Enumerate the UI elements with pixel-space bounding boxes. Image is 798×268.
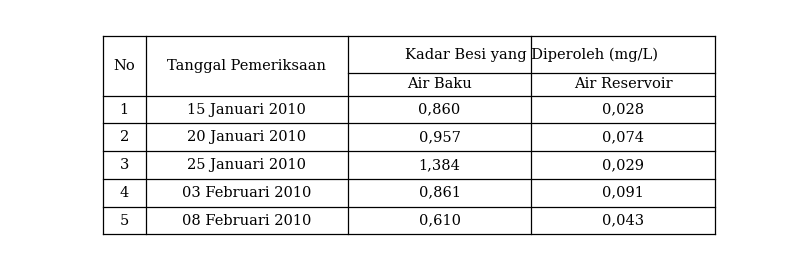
- Text: 15 Januari 2010: 15 Januari 2010: [188, 103, 306, 117]
- Text: Kadar Besi yang Diperoleh (mg/L): Kadar Besi yang Diperoleh (mg/L): [405, 47, 658, 62]
- Text: 03 Februari 2010: 03 Februari 2010: [182, 186, 311, 200]
- Text: 5: 5: [120, 214, 129, 228]
- Text: 1,384: 1,384: [419, 158, 460, 172]
- Text: 08 Februari 2010: 08 Februari 2010: [182, 214, 311, 228]
- Text: 0,091: 0,091: [602, 186, 644, 200]
- Text: 3: 3: [120, 158, 129, 172]
- Text: 0,861: 0,861: [419, 186, 460, 200]
- Text: 4: 4: [120, 186, 129, 200]
- Text: 0,074: 0,074: [602, 130, 644, 144]
- Text: No: No: [113, 59, 135, 73]
- Text: 0,043: 0,043: [602, 214, 644, 228]
- Text: 0,610: 0,610: [419, 214, 460, 228]
- Text: 0,028: 0,028: [602, 103, 644, 117]
- Text: 1: 1: [120, 103, 128, 117]
- Text: 25 Januari 2010: 25 Januari 2010: [188, 158, 306, 172]
- Text: 2: 2: [120, 130, 129, 144]
- Text: Tanggal Pemeriksaan: Tanggal Pemeriksaan: [168, 59, 326, 73]
- Text: Air Reservoir: Air Reservoir: [574, 77, 673, 91]
- Text: 0,957: 0,957: [419, 130, 460, 144]
- Text: Air Baku: Air Baku: [407, 77, 472, 91]
- Text: 0,029: 0,029: [602, 158, 644, 172]
- Text: 20 Januari 2010: 20 Januari 2010: [188, 130, 306, 144]
- Text: 0,860: 0,860: [418, 103, 460, 117]
